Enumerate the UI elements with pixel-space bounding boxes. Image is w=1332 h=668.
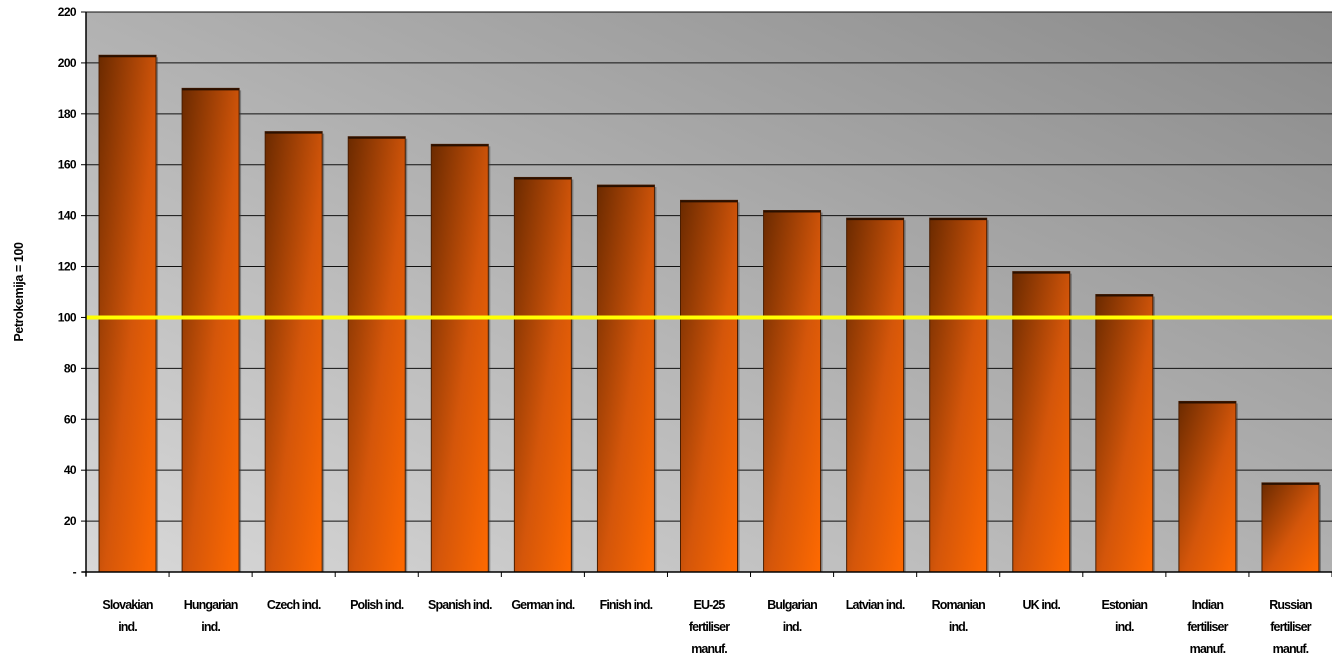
bar (596, 184, 655, 573)
y-tick-label: - (73, 565, 77, 579)
y-tick-label: 140 (58, 209, 77, 223)
x-category-label: Russian fertiliser manuf. (1269, 598, 1312, 656)
x-category-label: Spanish ind. (428, 598, 492, 612)
bar (264, 131, 323, 573)
bar (1095, 294, 1154, 573)
x-category-labels: Slovakian ind. Hungarian ind. Czech ind. Poli… (102, 598, 1312, 656)
bar (430, 143, 489, 573)
y-tick-label: 200 (58, 56, 77, 70)
y-tick-label: 40 (64, 463, 77, 477)
y-tick-label: 160 (58, 158, 77, 172)
bar (846, 217, 905, 573)
y-tick-label: 220 (58, 5, 77, 19)
x-category-label: Romanian ind. (932, 598, 985, 634)
bar (1012, 271, 1071, 573)
bar (513, 176, 572, 573)
x-category-label: German ind. (511, 598, 574, 612)
x-category-label: Bulgarian ind. (767, 598, 817, 634)
bar (347, 136, 406, 573)
bar (98, 54, 157, 573)
x-category-label: Estonian ind. (1102, 598, 1148, 634)
y-tick-label: 60 (64, 412, 77, 426)
x-category-label: UK ind. (1023, 598, 1061, 612)
bar (763, 210, 822, 573)
y-tick-label: 80 (64, 361, 77, 375)
y-tick-labels: - 20 40 60 80 100 120 140 160 180 200 220 (58, 5, 78, 579)
bar (680, 199, 738, 573)
y-tick-label: 20 (64, 514, 77, 528)
y-tick-label: 120 (58, 260, 77, 274)
x-category-label: Czech ind. (267, 598, 321, 612)
bar (1261, 482, 1320, 573)
axes (81, 11, 1332, 577)
x-category-label: Finish ind. (600, 598, 653, 612)
x-category-label: Indian fertiliser manuf. (1187, 598, 1228, 656)
x-category-label: Polish ind. (350, 598, 404, 612)
y-tick-label: 100 (58, 310, 77, 324)
y-axis-title: Petrokemija = 100 (12, 242, 26, 342)
y-tick-label: 180 (58, 107, 77, 121)
bar (929, 217, 988, 573)
bar (181, 87, 240, 573)
x-category-label: EU-25 fertiliser manuf. (689, 598, 730, 656)
x-category-label: Latvian ind. (846, 598, 905, 612)
bar (1178, 400, 1237, 573)
x-category-label: Slovakian ind. (102, 598, 153, 634)
x-category-label: Hungarian ind. (184, 598, 238, 634)
